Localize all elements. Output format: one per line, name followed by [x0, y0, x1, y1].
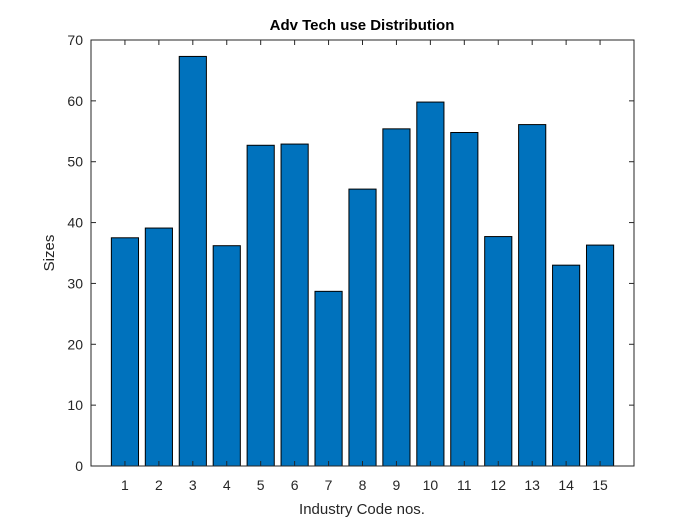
y-tick-label-40: 40: [67, 215, 83, 231]
bar-8: [348, 188, 377, 467]
bar-6: [280, 143, 309, 467]
y-tick-label-20: 20: [67, 336, 83, 352]
bar-2: [144, 227, 173, 467]
bar-14: [552, 264, 581, 467]
bar-3: [178, 55, 207, 467]
bars-layer: [110, 55, 615, 467]
bar-12: [484, 236, 513, 467]
x-tick-label-14: 14: [558, 477, 574, 493]
x-tick-label-15: 15: [592, 477, 608, 493]
y-tick-label-10: 10: [67, 397, 83, 413]
bar-15: [585, 244, 615, 467]
bar-5: [246, 144, 275, 467]
y-tick-label-70: 70: [67, 32, 83, 48]
y-tick-label-0: 0: [75, 458, 83, 474]
x-tick-label-8: 8: [359, 477, 367, 493]
x-tick-label-4: 4: [223, 477, 231, 493]
bar-11: [450, 132, 479, 467]
x-tick-label-9: 9: [393, 477, 401, 493]
x-tick-label-10: 10: [423, 477, 439, 493]
bar-1: [110, 237, 140, 467]
x-tick-label-1: 1: [121, 477, 129, 493]
x-tick-label-5: 5: [257, 477, 265, 493]
y-tick-label-50: 50: [67, 154, 83, 170]
x-axis-title: Industry Code nos.: [299, 501, 425, 518]
x-tick-label-2: 2: [155, 477, 163, 493]
y-axis-title: Sizes: [41, 235, 58, 272]
x-tick-label-12: 12: [490, 477, 506, 493]
bar-4: [212, 245, 241, 467]
bar-10: [416, 101, 445, 467]
y-tick-label-60: 60: [67, 93, 83, 109]
y-tick-label-30: 30: [67, 275, 83, 291]
chart-title: Adv Tech use Distribution: [270, 17, 455, 34]
x-tick-label-13: 13: [524, 477, 540, 493]
x-tick-label-3: 3: [189, 477, 197, 493]
bar-7: [314, 290, 343, 467]
x-tick-label-7: 7: [325, 477, 333, 493]
bar-13: [518, 124, 547, 467]
bar-9: [382, 128, 411, 467]
x-tick-label-6: 6: [291, 477, 299, 493]
x-tick-label-11: 11: [457, 477, 472, 493]
